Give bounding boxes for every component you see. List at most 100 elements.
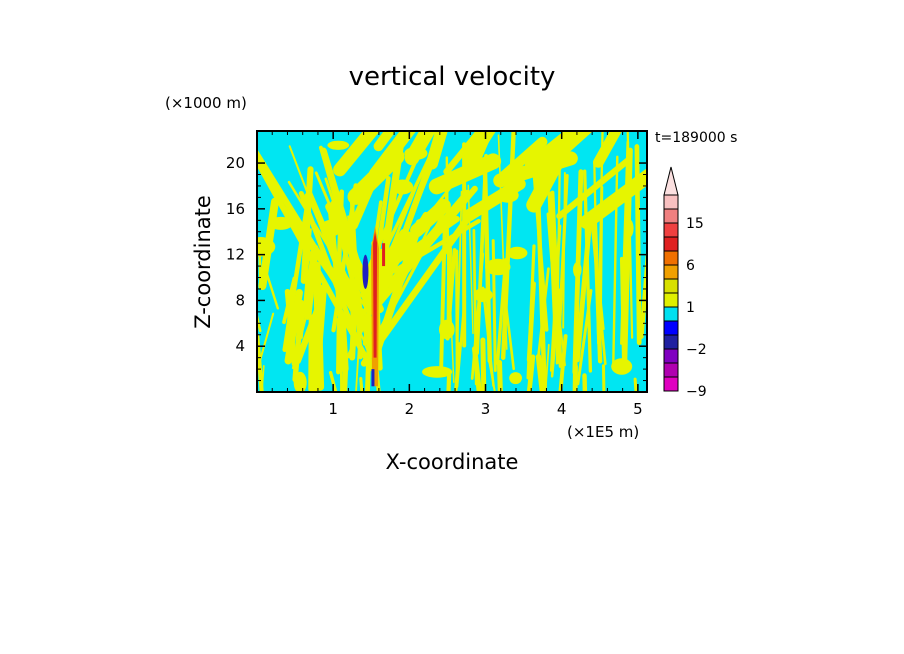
positive-filament [445, 156, 451, 332]
positive-filament [530, 131, 593, 178]
positive-filament [311, 352, 318, 392]
colorbar-swatch [663, 208, 679, 224]
positive-filament [526, 354, 536, 392]
positive-filament [526, 281, 536, 363]
colorbar-swatch [663, 334, 679, 350]
positive-filament [639, 238, 647, 339]
colorbar: 15 6 1 −2 −9 [663, 166, 707, 400]
chart-title: vertical velocity [349, 62, 556, 92]
positive-filament [619, 256, 626, 362]
positive-patch [422, 366, 453, 378]
colorbar-label: 6 [686, 258, 695, 274]
positive-filament [265, 272, 279, 310]
colorbar-swatch [663, 194, 679, 210]
positive-filament [633, 377, 638, 392]
positive-filament [257, 310, 262, 333]
colorbar-swatch [663, 278, 679, 294]
positive-filament [287, 180, 368, 310]
x-tick-label: 5 [633, 400, 643, 418]
plot-frame [256, 130, 648, 393]
x-axis-label: X-coordinate [386, 450, 519, 474]
positive-patch [439, 319, 455, 340]
positive-filament [501, 131, 516, 360]
x-tick-label: 1 [328, 400, 338, 418]
positive-patch [257, 237, 276, 257]
updraft-side-cell [382, 243, 386, 267]
x-axis: 1 2 3 4 5 [271, 131, 643, 418]
colorbar-swatch [663, 292, 679, 308]
positive-filament [535, 354, 546, 392]
colorbar-swatch [663, 236, 679, 252]
positive-filament [544, 343, 550, 392]
positive-filament [260, 365, 265, 392]
positive-patch [327, 140, 350, 150]
positive-filament [359, 377, 364, 392]
positive-filament [535, 174, 547, 390]
colorbar-label: 1 [686, 300, 695, 316]
positive-filament [558, 334, 568, 392]
x-tick-label: 2 [405, 400, 415, 418]
positive-patch [611, 358, 633, 375]
positive-filament [341, 366, 349, 392]
positive-filament [496, 359, 503, 392]
positive-filament [374, 219, 424, 352]
positive-filament [373, 131, 397, 152]
y-tick-label: 12 [226, 246, 245, 264]
positive-filament [472, 228, 478, 386]
time-label: t=189000 s [655, 130, 737, 146]
positive-filament [331, 183, 358, 333]
positive-filament [333, 131, 380, 177]
positive-patch [573, 262, 582, 278]
positive-filament [591, 216, 605, 330]
positive-filament [456, 190, 463, 353]
colorbar-swatch [663, 362, 679, 378]
downdraft-low-cell [371, 369, 375, 387]
colorbar-swatch [663, 250, 679, 266]
positive-filament [480, 131, 497, 148]
positive-filament [550, 190, 563, 368]
positive-filament [480, 337, 487, 392]
positive-filament [556, 156, 633, 220]
positive-filament [455, 295, 467, 388]
x-unit-label: (×1E5 m) [567, 423, 639, 441]
positive-filament [288, 145, 375, 367]
positive-patch [485, 258, 511, 276]
colorbar-label: 15 [686, 216, 704, 232]
y-tick-label: 20 [226, 154, 245, 172]
positive-patch [496, 187, 519, 203]
colorbar-swatch [663, 264, 679, 280]
positive-filament [597, 131, 604, 328]
positive-filament [634, 144, 642, 346]
positive-patch [391, 179, 414, 195]
x-tick-label: 3 [481, 400, 491, 418]
positive-filament [593, 131, 623, 168]
y-tick-label: 4 [235, 337, 245, 355]
colorbar-swatch [663, 320, 679, 336]
positive-filament [488, 361, 496, 392]
positive-filament [258, 312, 275, 365]
positive-filament [291, 271, 319, 370]
positive-filament [574, 211, 593, 363]
colorbar-swatch [663, 348, 679, 364]
y-unit-label: (×1000 m) [165, 94, 247, 112]
positive-filament [349, 161, 384, 230]
positive-patch [509, 372, 522, 385]
positive-filament [576, 289, 593, 386]
positive-patch [268, 216, 293, 230]
positive-patch [624, 218, 634, 238]
colorbar-swatch [663, 222, 679, 238]
colorbar-label: −9 [686, 384, 707, 400]
positive-filament [312, 261, 325, 391]
heatmap-field [257, 131, 647, 392]
colorbar-label: −2 [686, 342, 707, 358]
positive-filament [338, 316, 349, 373]
positive-filament [319, 145, 375, 333]
positive-filament [355, 343, 360, 392]
x-tick-label: 4 [557, 400, 567, 418]
positive-filament [282, 276, 297, 325]
colorbar-swatch [663, 306, 679, 322]
y-axis: 4 8 12 16 20 [226, 154, 647, 382]
colorbar-swatch [663, 376, 679, 392]
y-tick-label: 8 [235, 291, 245, 309]
